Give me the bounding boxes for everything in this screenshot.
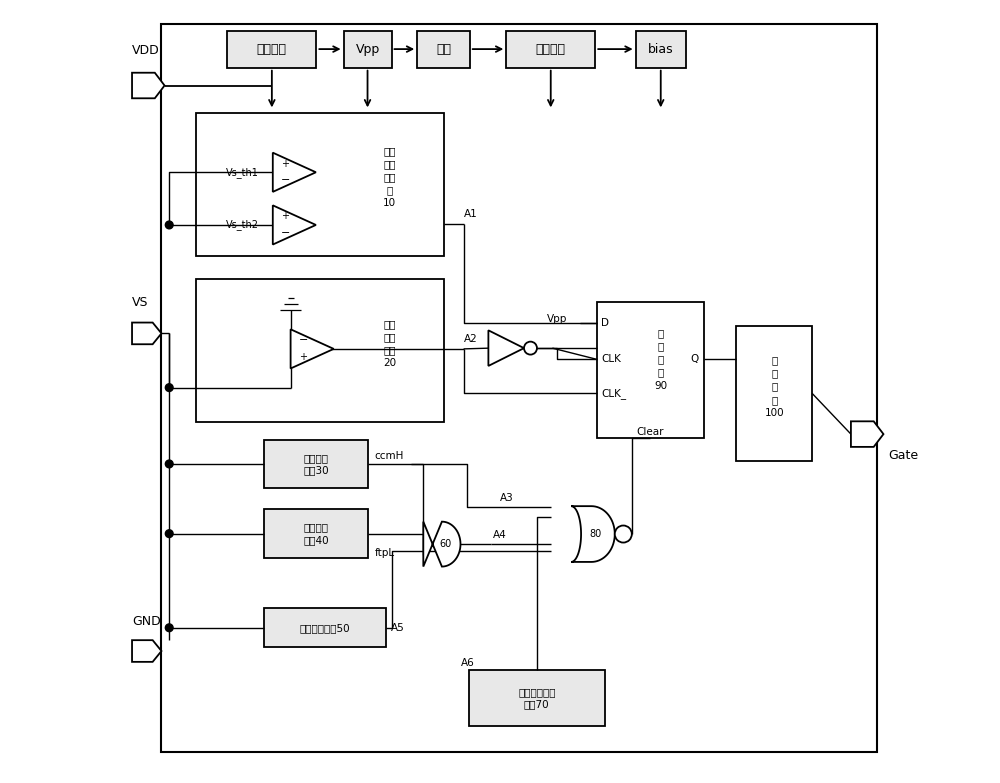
FancyBboxPatch shape [264,608,386,647]
Text: 超前关断电路50: 超前关断电路50 [300,622,350,633]
Text: 故障保护
电路40: 故障保护 电路40 [303,522,329,545]
Polygon shape [273,153,316,192]
Text: 带隙基准: 带隙基准 [257,42,287,56]
FancyBboxPatch shape [597,302,704,438]
Text: 导通时间设定
电路70: 导通时间设定 电路70 [518,687,556,709]
Text: 电压
检测
电路
20: 电压 检测 电路 20 [383,319,396,368]
Polygon shape [571,506,615,562]
Text: A3: A3 [500,493,514,503]
Polygon shape [132,640,161,662]
FancyBboxPatch shape [227,31,316,67]
Text: VDD: VDD [132,44,160,57]
Text: ccmH: ccmH [375,451,404,461]
Text: A5: A5 [391,622,405,633]
Text: 始能: 始能 [436,42,451,56]
Text: Vpp: Vpp [355,42,380,56]
Circle shape [165,221,173,229]
Text: −: − [281,175,290,185]
Polygon shape [488,330,524,366]
Text: GND: GND [132,615,161,628]
Polygon shape [851,421,883,447]
Text: 基准分压: 基准分压 [536,42,566,56]
FancyBboxPatch shape [506,31,595,67]
Text: 模式判断
电路30: 模式判断 电路30 [303,453,329,475]
Text: A2: A2 [464,334,478,344]
Text: Gate: Gate [888,449,918,462]
FancyBboxPatch shape [469,670,605,726]
FancyBboxPatch shape [344,31,392,67]
Text: VS: VS [132,296,149,309]
Text: D: D [601,318,609,328]
FancyBboxPatch shape [636,31,686,67]
FancyBboxPatch shape [196,113,444,256]
Text: bias: bias [648,42,674,56]
FancyBboxPatch shape [417,31,470,67]
Text: A4: A4 [493,530,507,539]
Polygon shape [273,205,316,244]
Text: 驱
动
电
路
100: 驱 动 电 路 100 [764,355,784,418]
Polygon shape [291,330,334,369]
Text: −: − [281,228,290,238]
Circle shape [524,341,537,355]
Text: ftpL: ftpL [375,548,395,558]
FancyBboxPatch shape [264,509,368,558]
Text: Q: Q [691,355,699,364]
Polygon shape [423,521,460,567]
FancyBboxPatch shape [161,23,877,752]
Text: 导通
初始
化电
路
10: 导通 初始 化电 路 10 [383,146,396,207]
Text: CLK: CLK [601,355,621,364]
Polygon shape [132,323,161,345]
Text: +: + [299,352,307,362]
Circle shape [165,530,173,537]
Text: Clear: Clear [637,427,664,437]
Text: Vs_th2: Vs_th2 [226,219,259,230]
Circle shape [165,460,173,467]
FancyBboxPatch shape [264,439,368,489]
Polygon shape [132,73,165,99]
Circle shape [165,624,173,632]
Text: 触
发
电
路
90: 触 发 电 路 90 [654,328,668,391]
Text: Vpp: Vpp [547,314,567,323]
Text: −: − [298,335,308,345]
FancyBboxPatch shape [736,326,812,461]
Circle shape [615,525,632,543]
Text: 80: 80 [589,529,601,539]
Text: A6: A6 [461,658,475,668]
Text: 60: 60 [440,539,452,549]
Circle shape [165,384,173,392]
Text: A1: A1 [464,209,478,219]
Text: +: + [281,211,289,222]
FancyBboxPatch shape [196,280,444,423]
Text: +: + [281,159,289,168]
Text: CLK_: CLK_ [601,388,627,399]
Text: Vs_th1: Vs_th1 [226,167,258,178]
